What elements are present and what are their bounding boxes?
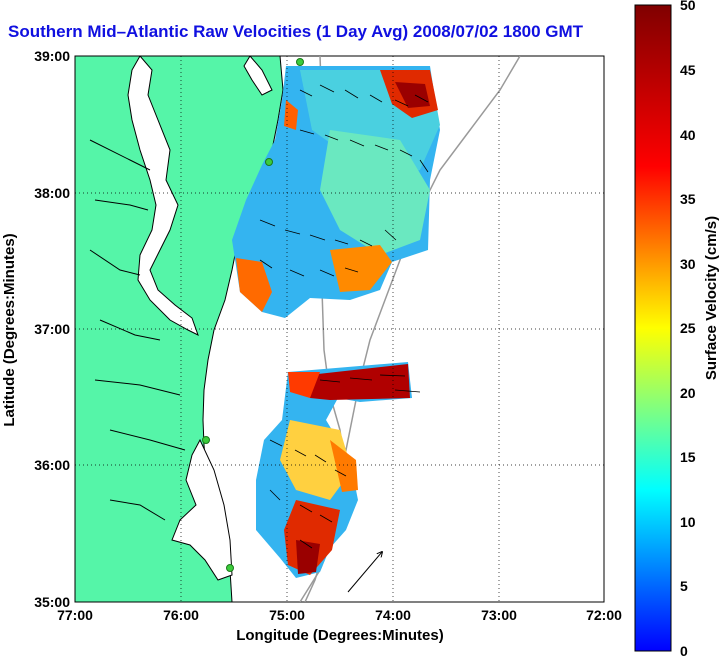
y-axis-label: Latitude (Degrees:Minutes) xyxy=(1,233,18,426)
colorbar-tick-label: 15 xyxy=(680,449,696,465)
y-tick-labels: 39:00 38:00 37:00 36:00 35:00 xyxy=(34,48,70,610)
pamlico-sound xyxy=(171,438,233,581)
colorbar-tick-label: 50 xyxy=(680,0,696,13)
colorbar-tick-label: 5 xyxy=(680,578,688,594)
radar-stations xyxy=(202,58,304,572)
radar-station-marker xyxy=(296,58,304,66)
colorbar-tick-label: 10 xyxy=(680,514,696,530)
colorbar-tick-label: 20 xyxy=(680,385,696,401)
y-tick-label: 35:00 xyxy=(34,594,70,610)
colorbar-tick-label: 40 xyxy=(680,127,696,143)
colorbar-label: Surface Velocity (cm/s) xyxy=(703,216,720,380)
x-tick-label: 72:00 xyxy=(586,607,622,623)
colorbar xyxy=(634,4,672,652)
y-tick-label: 37:00 xyxy=(34,321,70,337)
x-tick-label: 73:00 xyxy=(481,607,517,623)
x-tick-labels: 77:00 76:00 75:00 74:00 73:00 72:00 xyxy=(57,607,622,623)
velocity-vectors xyxy=(259,84,429,549)
colorbar-tick-label: 30 xyxy=(680,256,696,272)
map-title: Southern Mid–Atlantic Raw Velocities (1 … xyxy=(8,22,584,41)
colorbar-tick-label: 25 xyxy=(680,320,696,336)
x-tick-label: 77:00 xyxy=(57,607,93,623)
y-tick-label: 39:00 xyxy=(34,48,70,64)
x-tick-label: 74:00 xyxy=(375,607,411,623)
colorbar-tick-label: 35 xyxy=(680,191,696,207)
colorbar-tick-label: 45 xyxy=(680,62,696,78)
colorbar-ticks: 50 45 40 35 30 25 20 15 10 5 0 xyxy=(680,0,696,659)
colorbar-tick-label: 0 xyxy=(680,643,688,659)
x-tick-label: 76:00 xyxy=(163,607,199,623)
scale-arrow xyxy=(347,552,382,593)
y-tick-label: 36:00 xyxy=(34,457,70,473)
x-axis-label: Longitude (Degrees:Minutes) xyxy=(236,627,444,644)
radar-station-marker xyxy=(265,158,273,166)
radar-station-marker xyxy=(202,436,210,444)
x-tick-label: 75:00 xyxy=(269,607,305,623)
river-lines xyxy=(89,139,186,521)
grid xyxy=(75,56,604,602)
delaware-bay xyxy=(243,56,273,96)
y-tick-label: 38:00 xyxy=(34,185,70,201)
chesapeake-bay xyxy=(127,56,199,337)
radar-station-marker xyxy=(226,564,234,572)
velocity-field-south xyxy=(256,362,412,578)
